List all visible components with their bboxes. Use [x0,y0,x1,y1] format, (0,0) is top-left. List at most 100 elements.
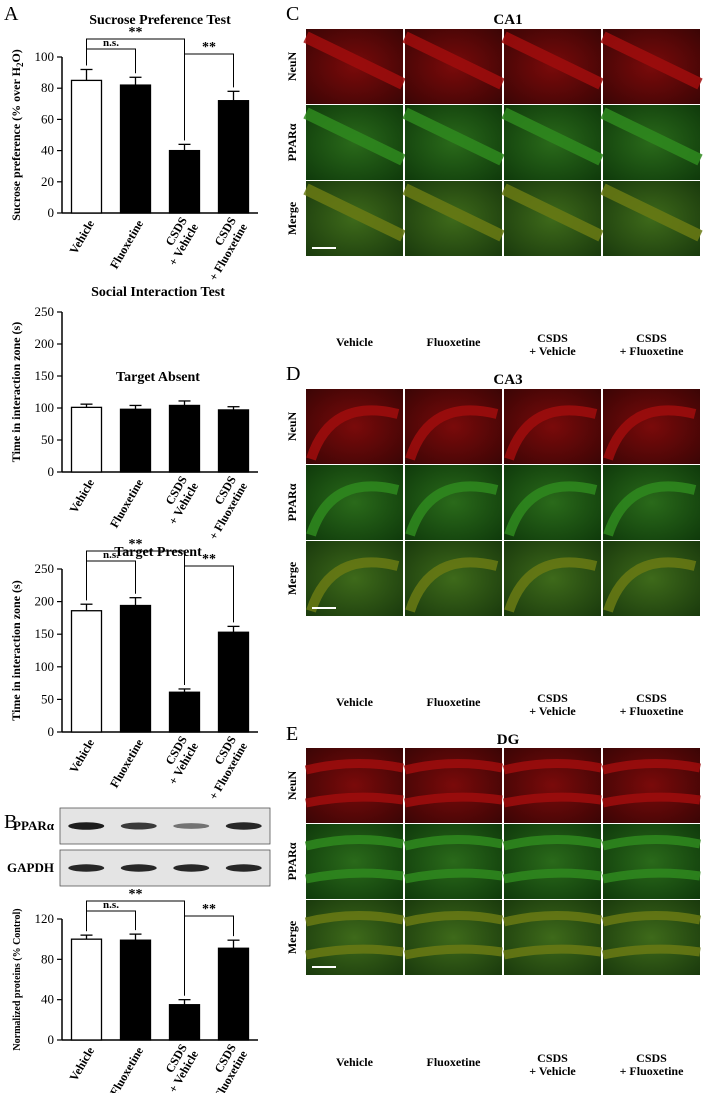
micrograph-image [306,465,403,540]
y-axis-label: Time in interaction zone (s) [9,322,23,462]
cell-layer [306,557,400,613]
y-axis-label: Sucrose preference (% over H2O) [9,49,25,221]
bar-0 [70,79,103,214]
micrograph-group-label-3: CSDS + Fluoxetine [620,691,685,718]
y-axis-label: Normalized proteins (% Control) [12,908,23,1050]
cell-layer [601,911,701,927]
blot-band [120,822,157,830]
cell-layer [403,835,503,851]
cell-layer [303,183,406,242]
y-tick-label: 200 [35,336,55,351]
cell-layer [402,31,505,90]
cell-layer [303,31,406,90]
micrograph-image [405,465,502,540]
cell-layer [402,183,505,242]
micrograph-group-label-1: Fluoxetine [427,695,482,709]
category-label-3: CSDS+ Fluoxetine [195,214,251,283]
micrograph-group-label-line: CSDS [636,1051,667,1065]
micrograph-image [405,541,502,616]
micrograph-image [504,541,601,616]
micrograph-group-label-line: Vehicle [336,335,374,349]
y-tick-label: 40 [41,992,54,1007]
cell-layer [501,31,604,90]
significance-label-0: n.s. [103,549,119,561]
micrograph-group-label-line: CSDS [537,691,568,705]
cell-layer [502,759,602,775]
y-axis-label-main: Time in interaction zone (s) [9,580,23,720]
category-label-line: Vehicle [67,476,98,516]
micrograph-group-label-line: Vehicle [336,695,374,709]
category-label-2: CSDS+ Vehicle [155,733,202,787]
bar-1 [119,408,152,473]
cell-layer [306,481,400,537]
panel-letter-c: C [286,3,299,25]
significance-bracket-0 [86,48,136,74]
micrograph-group-label-0: Vehicle [336,695,374,709]
cell-layer [602,944,701,960]
category-label-2: CSDS+ Vehicle [155,214,202,268]
significance-label-2: ** [202,902,216,917]
micrograph-row-label: Merge [285,201,299,235]
cell-layer [304,835,404,851]
significance-label-1: ** [129,887,143,902]
cell-layer [501,183,604,242]
target-absent-subtitle: Target Absent [116,370,200,385]
y-tick-label: 250 [35,561,55,576]
category-label-0: Vehicle [67,217,98,257]
y-tick-label: 150 [35,626,55,641]
y-tick-label: 80 [41,80,54,95]
micrograph-group-label-line: Fluoxetine [427,1055,482,1069]
micrograph-group-label-line: CSDS [537,1051,568,1065]
cell-layer [404,944,503,960]
y-tick-label: 80 [41,951,54,966]
cell-layer [305,792,404,808]
target-absent-chart: 0 50 100 150 200 250 Time in interaction zone … [9,304,258,542]
y-tick-label: 250 [35,304,55,319]
micrograph-group-label-2: CSDS + Vehicle [529,691,576,718]
micrograph-group-label-1: Fluoxetine [427,1055,482,1069]
cell-layer [601,835,701,851]
micrograph-group-label-line: Vehicle [336,1055,374,1069]
category-label-line: Fluoxetine [107,736,146,790]
y-tick-label: 120 [35,911,55,926]
micrograph-image [603,465,700,540]
micrograph-group-label-2: CSDS + Vehicle [529,1051,576,1078]
micrograph-group-label-line: + Vehicle [529,704,576,718]
significance-bracket-2 [184,915,234,996]
cell-layer [404,868,503,884]
y-tick-label: 100 [35,400,55,415]
blot-band [225,822,262,830]
blot-band [120,864,157,872]
micrograph-group-label-line: Fluoxetine [427,335,482,349]
cell-layer [304,759,404,775]
significance-label-2: ** [202,552,216,567]
bar-2 [168,404,201,473]
micrograph-row-label: PPARα [285,483,299,521]
cell-layer [503,792,602,808]
bar-2 [168,691,201,733]
sucrose-preference-chart: 0 20 40 60 80 100 Sucrose preference (% over H… [9,25,258,283]
cell-layer [403,911,503,927]
cell-layer [600,107,703,166]
category-label-line: Fluoxetine [107,476,146,530]
category-label-2: CSDS+ Vehicle [155,473,202,527]
significance-label-2: ** [202,40,216,55]
micrograph-group-label-line: + Vehicle [529,344,576,358]
y-tick-label: 0 [48,464,55,479]
y-tick-label: 200 [35,594,55,609]
panel-letter-b: B [4,811,17,833]
bar-2 [168,149,201,214]
micrograph-group-label-0: Vehicle [336,335,374,349]
micrograph-group-label-line: CSDS [636,331,667,345]
blot-band [225,864,262,872]
micrograph-row-label: Merge [285,920,299,954]
cell-layer [600,183,703,242]
bar-3 [217,947,250,1041]
micrograph-group-label-line: + Fluoxetine [620,1064,685,1078]
micrograph-image [405,389,502,464]
bar-1 [119,939,152,1041]
significance-bracket-0 [86,910,136,932]
cell-layer [602,868,701,884]
micrograph-row-label: NeuN [285,771,299,801]
social-chart-title: Social Interaction Test [91,285,225,300]
